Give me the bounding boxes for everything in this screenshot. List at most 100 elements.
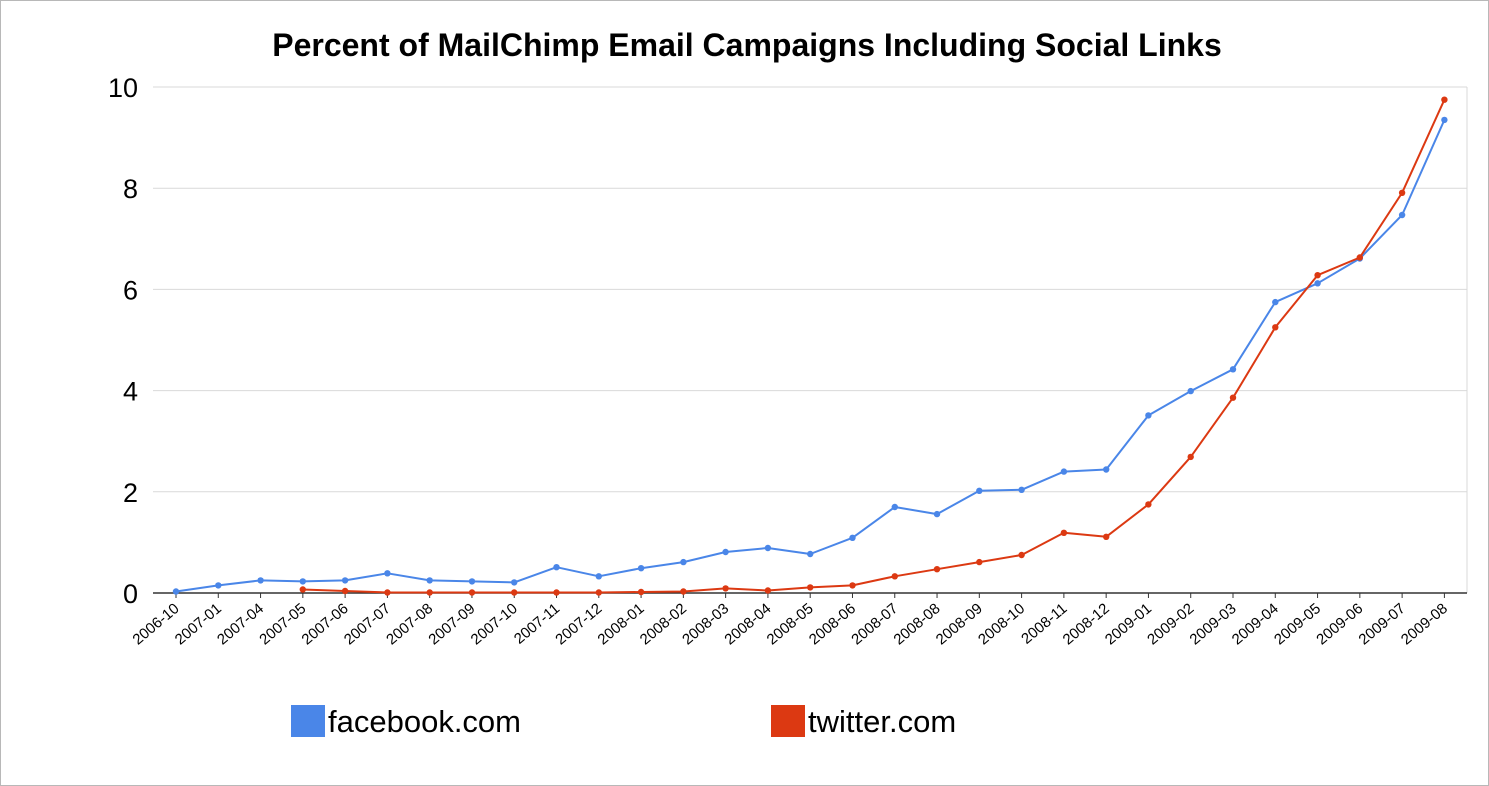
x-tick-label: 2007-11 [511, 600, 563, 648]
data-point-twitter-com [341, 587, 349, 595]
data-point-facebook-com [1103, 466, 1110, 473]
data-point-facebook-com [1018, 486, 1025, 493]
y-tick-label: 6 [123, 275, 138, 305]
x-tick-label: 2008-09 [933, 600, 986, 648]
y-tick-label: 4 [123, 377, 138, 407]
data-point-facebook-com [849, 534, 856, 541]
x-tick-label: 2008-01 [595, 600, 648, 648]
x-tick-label: 2008-06 [806, 600, 859, 648]
data-point-twitter-com [1356, 254, 1364, 261]
data-point-facebook-com [680, 558, 687, 566]
y-axis-ticks: 0 2 4 6 8 10 [108, 73, 138, 609]
data-point-twitter-com [1187, 453, 1194, 461]
data-point-facebook-com [1441, 116, 1448, 124]
data-point-twitter-com [1314, 272, 1321, 279]
x-tick-label: 2008-12 [1060, 600, 1113, 648]
data-point-facebook-com [468, 578, 476, 585]
legend-label-facebook-com: facebook.com [328, 704, 521, 739]
data-point-twitter-com [807, 584, 814, 591]
y-tick-label: 10 [108, 73, 138, 103]
x-axis-ticks: 2006-102007-012007-042007-052007-062007-… [129, 600, 1451, 648]
data-point-twitter-com [553, 589, 560, 596]
y-tick-label: 8 [123, 174, 138, 204]
data-point-twitter-com [722, 585, 729, 592]
data-point-facebook-com [426, 577, 433, 584]
x-tick-label: 2007-01 [172, 600, 225, 648]
legend: facebook.com twitter.com [291, 704, 956, 739]
y-tick-label: 0 [123, 579, 138, 609]
data-point-twitter-com [637, 588, 645, 596]
y-tick-label: 2 [123, 478, 138, 508]
legend-swatch-facebook-com [291, 705, 325, 737]
data-point-facebook-com [807, 550, 814, 558]
data-point-facebook-com [1229, 366, 1237, 373]
data-point-facebook-com [1272, 298, 1279, 306]
data-point-twitter-com [426, 589, 433, 596]
data-point-facebook-com [976, 487, 983, 494]
legend-label-twitter-com: twitter.com [808, 704, 956, 739]
x-tick-label: 2008-11 [1018, 600, 1070, 648]
x-tick-label: 2007-06 [299, 600, 352, 648]
x-tick-label: 2008-08 [891, 600, 944, 648]
data-point-twitter-com [764, 587, 772, 594]
series-line-facebook-com [175, 119, 1446, 593]
x-tick-label: 2008-04 [721, 600, 774, 648]
x-tick-label: 2009-08 [1398, 600, 1451, 648]
data-point-facebook-com [511, 579, 518, 586]
data-point-facebook-com [637, 565, 645, 572]
data-point-twitter-com [891, 573, 898, 580]
axes [153, 87, 1468, 598]
data-point-facebook-com [933, 510, 941, 518]
data-point-twitter-com [1229, 394, 1237, 401]
data-point-twitter-com [680, 588, 687, 595]
legend-swatch-twitter-com [771, 705, 805, 737]
data-point-twitter-com [299, 586, 306, 593]
x-tick-label: 2008-02 [637, 600, 690, 648]
data-point-facebook-com [215, 582, 222, 589]
x-tick-label: 2008-10 [975, 600, 1028, 648]
x-tick-label: 2007-12 [552, 600, 605, 648]
data-point-twitter-com [468, 589, 476, 596]
data-point-facebook-com [891, 503, 898, 511]
x-tick-label: 2009-07 [1356, 600, 1409, 648]
x-tick-label: 2007-09 [425, 600, 478, 648]
x-tick-label: 2009-03 [1186, 600, 1239, 648]
x-tick-label: 2007-07 [341, 600, 394, 648]
x-tick-label: 2009-04 [1229, 600, 1282, 648]
x-tick-label: 2007-04 [214, 600, 267, 648]
x-tick-label: 2008-03 [679, 600, 732, 648]
x-tick-label: 2007-05 [256, 600, 309, 648]
x-tick-label: 2009-05 [1271, 600, 1324, 648]
data-point-facebook-com [1398, 211, 1406, 219]
series-lines [172, 96, 1448, 596]
data-point-twitter-com [1441, 96, 1448, 103]
data-point-facebook-com [553, 564, 560, 571]
data-point-facebook-com [172, 588, 180, 595]
data-point-facebook-com [1187, 387, 1194, 395]
data-point-twitter-com [976, 558, 983, 566]
data-point-twitter-com [595, 589, 602, 596]
x-tick-label: 2009-01 [1102, 600, 1155, 648]
data-point-facebook-com [384, 570, 391, 577]
series-line-twitter-com [302, 99, 1446, 594]
chart-title: Percent of MailChimp Email Campaigns Inc… [272, 27, 1222, 63]
data-point-twitter-com [384, 589, 391, 596]
x-tick-label: 2008-05 [764, 600, 817, 648]
x-tick-label: 2009-06 [1313, 600, 1366, 648]
data-point-twitter-com [1272, 324, 1279, 331]
data-point-twitter-com [933, 566, 941, 573]
x-tick-label: 2009-02 [1144, 600, 1197, 648]
data-point-facebook-com [1314, 280, 1321, 287]
data-point-facebook-com [341, 577, 349, 584]
data-point-facebook-com [299, 578, 306, 585]
data-point-facebook-com [595, 573, 602, 580]
data-point-twitter-com [1060, 529, 1068, 536]
data-point-twitter-com [511, 589, 518, 596]
data-point-facebook-com [1145, 412, 1152, 419]
x-tick-label: 2007-08 [383, 600, 436, 648]
data-point-facebook-com [257, 577, 264, 584]
data-point-facebook-com [722, 548, 729, 556]
data-point-twitter-com [1018, 551, 1025, 559]
